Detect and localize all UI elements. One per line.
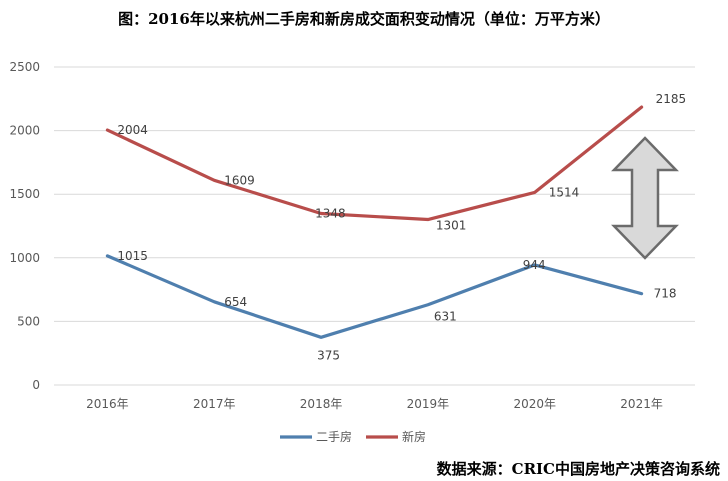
x-tick-label: 2019年	[407, 397, 450, 411]
data-label: 654	[224, 295, 247, 309]
y-tick-label: 1500	[9, 187, 40, 201]
series-line-二手房	[105, 254, 644, 339]
data-label: 1348	[315, 207, 346, 221]
data-label: 1301	[436, 219, 467, 233]
data-label: 2185	[656, 92, 687, 106]
y-tick-label: 2500	[9, 60, 40, 74]
data-label: 1015	[117, 249, 148, 263]
y-tick-label: 0	[32, 378, 40, 392]
double-arrow-shape	[611, 136, 679, 260]
x-tick-label: 2020年	[513, 397, 556, 411]
x-axis-ticks: 2016年 2017年 2018年 2019年 2020年 2021年	[86, 397, 663, 411]
data-label: 1609	[224, 173, 255, 187]
x-tick-label: 2021年	[620, 397, 663, 411]
series-lines	[105, 105, 644, 339]
y-tick-label: 500	[17, 314, 40, 328]
chart-title: 图：2016年以来杭州二手房和新房成交面积变动情况（单位：万平方米）	[118, 10, 610, 28]
data-labels: 1015 654 375 631 944 718 2004 1609 1348 1301 1514 2…	[117, 92, 686, 362]
legend: 二手房 新房	[280, 429, 426, 444]
x-tick-label: 2018年	[300, 397, 343, 411]
gridlines	[54, 66, 695, 386]
data-label: 1514	[549, 185, 580, 199]
y-axis-ticks: 0 500 1000 1500 2000 2500	[9, 60, 40, 392]
series-line-新房	[105, 105, 644, 222]
data-label: 2004	[117, 123, 148, 137]
legend-label: 二手房	[316, 429, 352, 444]
y-tick-label: 2000	[9, 124, 40, 138]
data-label: 631	[434, 310, 457, 324]
data-label: 944	[523, 258, 546, 272]
x-tick-label: 2016年	[86, 397, 129, 411]
data-label: 375	[317, 348, 340, 362]
source-note: 数据来源：CRIC中国房地产决策咨询系统	[436, 460, 720, 478]
x-tick-label: 2017年	[193, 397, 236, 411]
y-tick-label: 1000	[9, 251, 40, 265]
double-arrow-icon	[611, 136, 679, 260]
legend-label: 新房	[402, 429, 426, 444]
data-label: 718	[654, 287, 677, 301]
